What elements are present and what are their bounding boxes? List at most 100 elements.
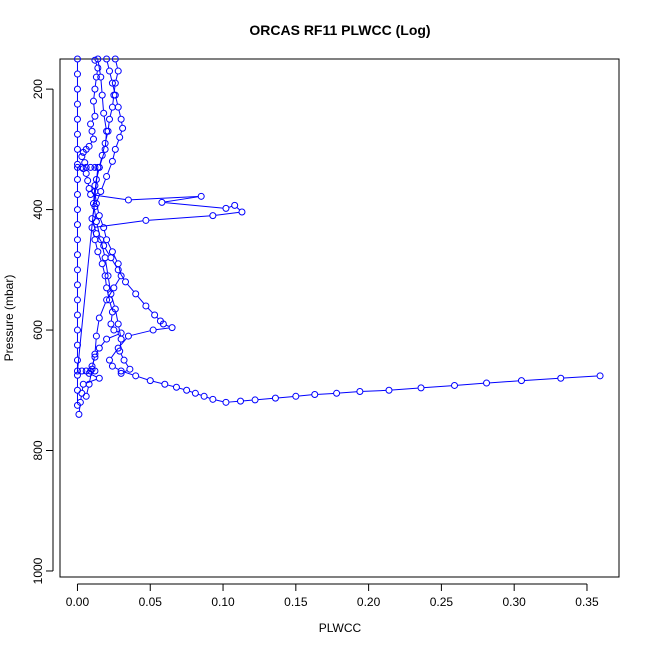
series-line-segment — [109, 110, 113, 117]
data-point — [73, 100, 81, 108]
x-tick-label: 0.20 — [357, 595, 381, 609]
data-point — [89, 135, 97, 143]
series-line-segment — [86, 387, 89, 394]
series-line-segment — [92, 357, 95, 367]
data-point — [231, 201, 239, 209]
data-point — [132, 290, 140, 298]
data-point — [103, 127, 111, 135]
data-point — [172, 383, 180, 391]
data-point — [82, 367, 90, 375]
data-point — [108, 103, 116, 111]
series-line-segment — [104, 248, 110, 256]
data-point — [97, 73, 105, 81]
series-line-segment — [124, 371, 133, 376]
data-point — [82, 163, 90, 171]
data-point — [197, 192, 205, 200]
data-point — [88, 127, 96, 135]
data-point — [142, 302, 150, 310]
series-line-segment — [524, 377, 558, 381]
data-point — [78, 163, 86, 171]
data-point — [105, 115, 113, 123]
series-line-segment — [167, 384, 174, 387]
data-point — [103, 335, 111, 343]
data-point — [596, 372, 604, 380]
x-tick-label: 0.35 — [575, 595, 599, 609]
data-point — [73, 386, 81, 394]
y-tick-label: 400 — [31, 199, 45, 219]
series-line-segment — [189, 390, 193, 393]
data-point — [97, 236, 105, 244]
series-line-segment — [95, 220, 143, 228]
series-line-segment — [100, 341, 105, 346]
series-line-segment — [115, 98, 118, 105]
x-axis: 0.00 0.05 0.10 0.15 0.20 0.25 0.30 0.35 — [66, 583, 599, 609]
data-point — [117, 369, 125, 377]
series-line-segment — [115, 74, 118, 81]
data-point — [132, 372, 140, 380]
data-point — [142, 216, 150, 224]
data-point — [89, 97, 97, 105]
data-point — [161, 380, 169, 388]
data-point — [82, 169, 90, 177]
data-point — [87, 367, 95, 375]
series-line-segment — [120, 131, 123, 135]
series-line-segment — [96, 321, 100, 333]
series-line-segment — [93, 188, 96, 201]
data-point — [108, 79, 116, 87]
data-point — [91, 85, 99, 93]
series-line-segment — [86, 378, 97, 384]
series-line-segment — [94, 80, 97, 86]
data-point — [107, 290, 115, 298]
data-point — [73, 356, 81, 364]
data-point — [191, 389, 199, 397]
series-line-segment — [111, 296, 115, 307]
series-line-segment — [115, 278, 120, 286]
data-point — [517, 377, 525, 385]
data-point — [94, 163, 102, 171]
series-line-segment — [107, 122, 110, 129]
data-point — [114, 103, 122, 111]
x-tick-label: 0.15 — [284, 595, 308, 609]
series-line-segment — [118, 266, 121, 273]
data-point — [91, 350, 99, 358]
series-line-segment — [179, 387, 184, 390]
series-line-segment — [97, 62, 101, 74]
data-point — [73, 145, 81, 153]
series-line-segment — [113, 254, 118, 262]
data-point — [73, 55, 81, 63]
series-line-segment — [215, 399, 223, 403]
data-point — [110, 326, 118, 334]
series-line-segment — [119, 342, 122, 349]
data-point — [119, 124, 127, 132]
series-line-segment — [108, 278, 111, 291]
data-point — [73, 70, 81, 78]
data-point — [209, 395, 217, 403]
data-point — [85, 185, 93, 192]
series-line-segment — [156, 327, 169, 331]
y-tick-label: 800 — [31, 440, 45, 460]
data-point — [104, 272, 112, 280]
series-line-segment — [98, 254, 102, 261]
data-point — [116, 133, 124, 141]
data-point — [222, 398, 230, 406]
data-point — [95, 314, 103, 322]
series-line-segment — [100, 80, 103, 92]
data-point — [107, 254, 115, 262]
data-point — [92, 200, 100, 208]
data-point — [117, 335, 125, 343]
data-point — [222, 204, 230, 212]
data-point — [95, 344, 103, 352]
data-point — [100, 242, 108, 250]
data-series — [73, 55, 81, 409]
data-point — [101, 145, 109, 153]
series-line-segment — [123, 370, 128, 373]
series-line-segment — [131, 330, 151, 336]
data-point — [103, 284, 111, 292]
y-tick-label: 1000 — [31, 557, 45, 584]
series-line-segment — [101, 98, 104, 111]
series-line-segment — [127, 283, 135, 292]
data-point — [78, 153, 86, 161]
data-point — [91, 163, 99, 171]
data-point — [105, 356, 113, 364]
data-point — [108, 248, 116, 256]
